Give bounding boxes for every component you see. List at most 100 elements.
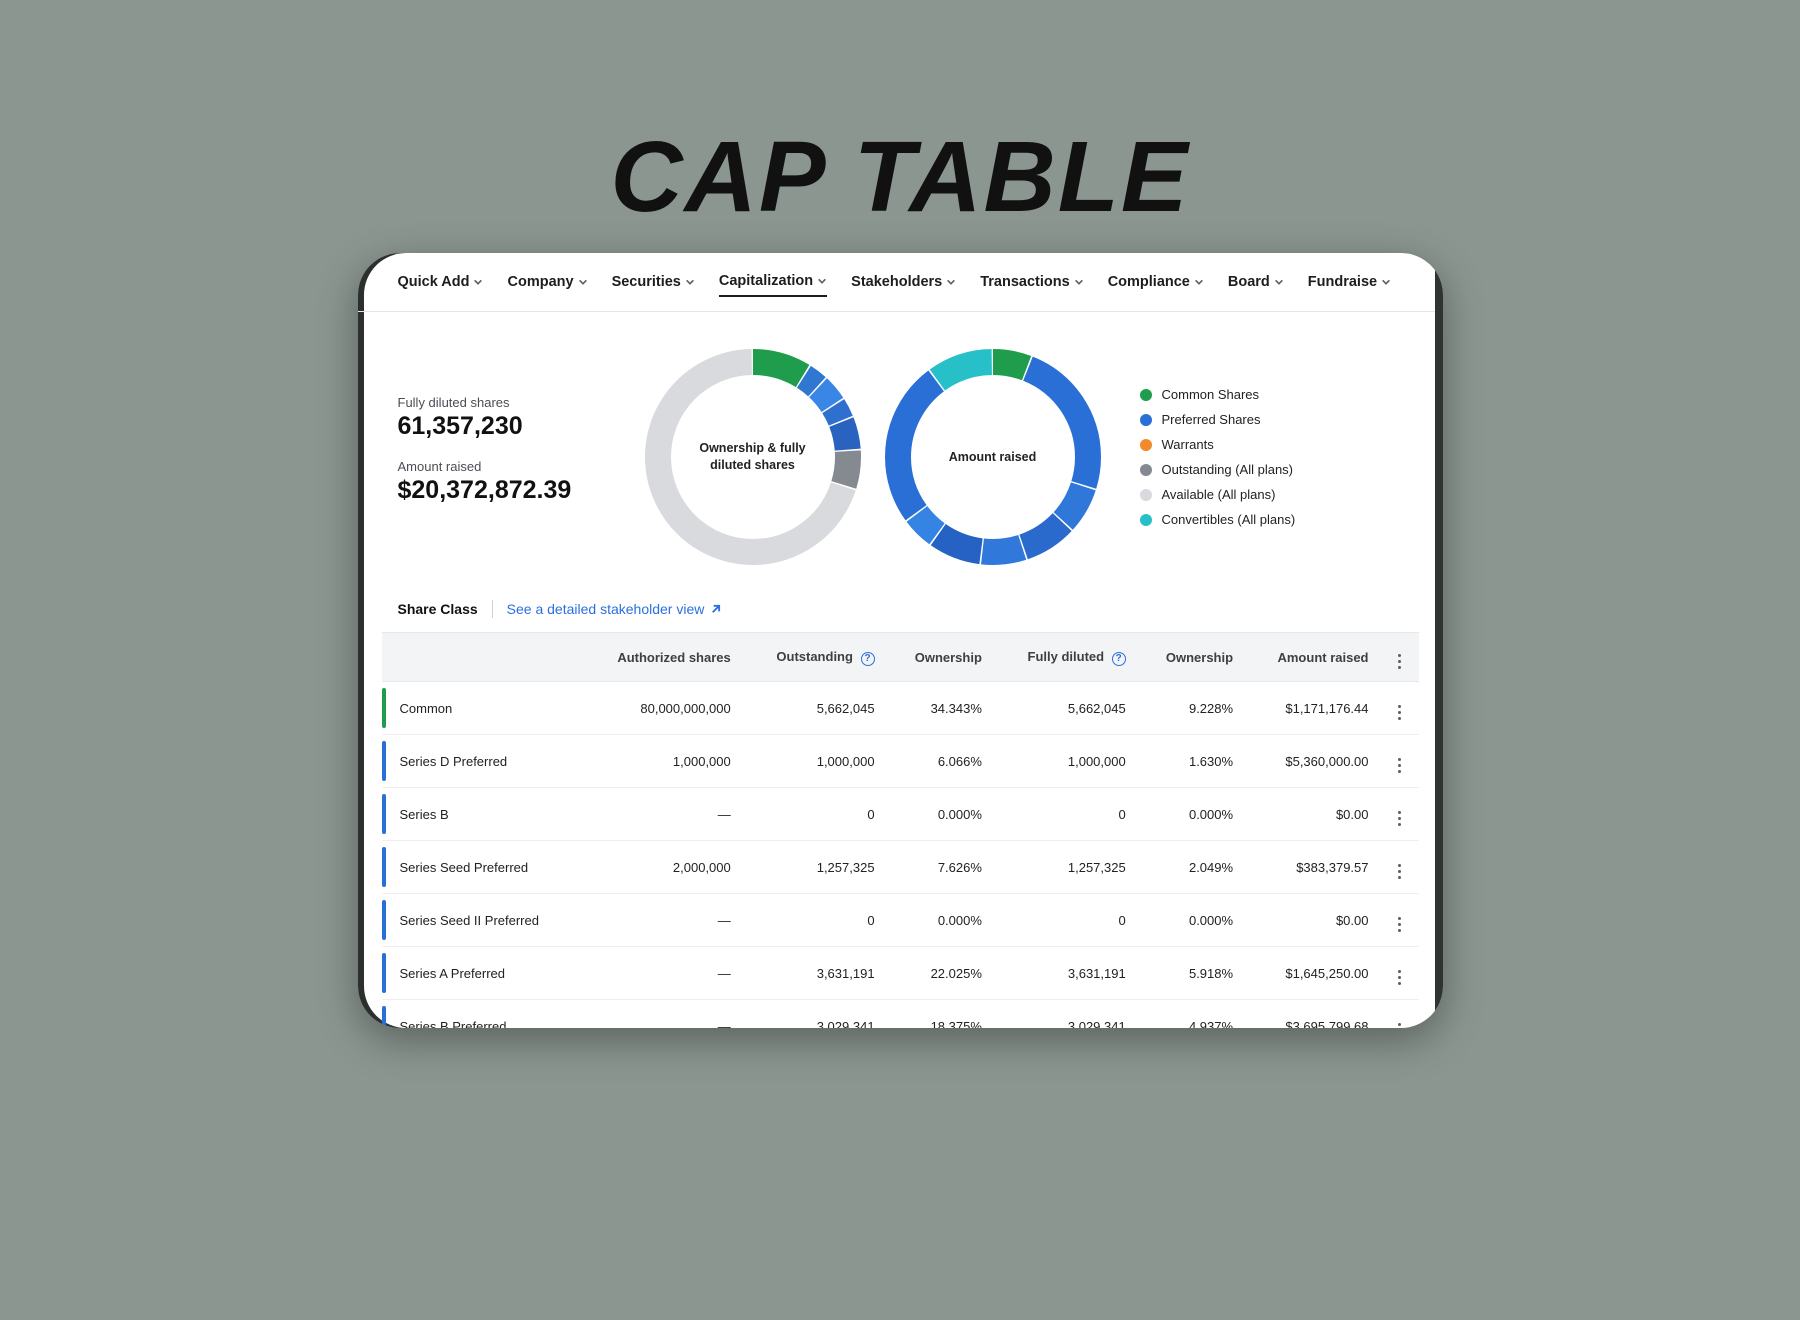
row-color-bar: [382, 741, 386, 781]
col-header: Amount raised: [1245, 633, 1380, 682]
table-row: Series Seed Preferred2,000,0001,257,3257…: [382, 841, 1419, 894]
legend-item: Warrants: [1140, 437, 1296, 452]
legend-swatch: [1140, 514, 1152, 526]
table-cell: [1381, 682, 1419, 735]
detailed-stakeholder-link-text: See a detailed stakeholder view: [507, 601, 705, 617]
table-cell: $383,379.57: [1245, 841, 1380, 894]
ownership-donut-label: Ownership & fully diluted shares: [638, 342, 868, 572]
nav-label: Stakeholders: [851, 274, 942, 290]
nav-item-company[interactable]: Company: [507, 273, 587, 297]
nav-label: Fundraise: [1308, 274, 1377, 290]
table-cell: $0.00: [1245, 894, 1380, 947]
table-cell: —: [581, 788, 743, 841]
legend-item: Common Shares: [1140, 387, 1296, 402]
table-cell: 1,000,000: [994, 735, 1138, 788]
table-cell: Common: [382, 682, 581, 735]
legend-swatch: [1140, 464, 1152, 476]
app-window: Quick Add Company Securities Capitalization…: [358, 253, 1443, 1028]
kebab-icon[interactable]: [1393, 864, 1407, 880]
table-cell: Series A Preferred: [382, 947, 581, 1000]
kebab-icon[interactable]: [1393, 811, 1407, 827]
table-cell: [1381, 841, 1419, 894]
table-cell: 3,029,341: [994, 1000, 1138, 1029]
table-cell: —: [581, 1000, 743, 1029]
table-cell: 34.343%: [887, 682, 994, 735]
legend-label: Outstanding (All plans): [1162, 462, 1294, 477]
page-hero-title: CAP TABLE: [0, 120, 1800, 235]
table-cell: 18.375%: [887, 1000, 994, 1029]
table-cell: $0.00: [1245, 788, 1380, 841]
table-cell: —: [581, 894, 743, 947]
table-cell: $1,171,176.44: [1245, 682, 1380, 735]
summary-metrics: Fully diluted shares 61,357,230 Amount r…: [398, 391, 628, 523]
table-cell: [1381, 1000, 1419, 1029]
table-cell: 0.000%: [887, 788, 994, 841]
legend-label: Common Shares: [1162, 387, 1260, 402]
table-row: Common80,000,000,0005,662,04534.343%5,66…: [382, 682, 1419, 735]
table-cell: [1381, 947, 1419, 1000]
table-cell: $5,360,000.00: [1245, 735, 1380, 788]
shareclass-table: Authorized sharesOutstanding ?OwnershipF…: [382, 632, 1419, 1028]
chevron-down-icon: [1074, 277, 1084, 287]
table-cell: 1,257,325: [743, 841, 887, 894]
table-cell: 9.228%: [1138, 682, 1245, 735]
kebab-icon[interactable]: [1393, 705, 1407, 721]
row-color-bar: [382, 1006, 386, 1028]
nav-label: Quick Add: [398, 274, 470, 290]
table-cell: 1,000,000: [743, 735, 887, 788]
nav-item-securities[interactable]: Securities: [612, 273, 695, 297]
nav-item-capitalization[interactable]: Capitalization: [719, 273, 827, 297]
col-header: Ownership: [887, 633, 994, 682]
fds-label: Fully diluted shares: [398, 395, 628, 410]
table-cell: 5.918%: [1138, 947, 1245, 1000]
detailed-stakeholder-link[interactable]: See a detailed stakeholder view: [507, 601, 722, 617]
table-cell: $1,645,250.00: [1245, 947, 1380, 1000]
nav-item-transactions[interactable]: Transactions: [980, 273, 1083, 297]
ownership-donut: Ownership & fully diluted shares: [638, 342, 868, 572]
external-link-icon: [710, 604, 721, 615]
table-cell: 1.630%: [1138, 735, 1245, 788]
nav-item-compliance[interactable]: Compliance: [1108, 273, 1204, 297]
table-row: Series D Preferred1,000,0001,000,0006.06…: [382, 735, 1419, 788]
chevron-down-icon: [1381, 277, 1391, 287]
chevron-down-icon: [946, 277, 956, 287]
nav-item-board[interactable]: Board: [1228, 273, 1284, 297]
table-cell: 0.000%: [1138, 788, 1245, 841]
nav-item-quick-add[interactable]: Quick Add: [398, 273, 484, 297]
divider: [492, 600, 493, 618]
amount-raised-donut: Amount raised: [878, 342, 1108, 572]
row-color-bar: [382, 688, 386, 728]
chevron-down-icon: [1194, 277, 1204, 287]
table-cell: 5,662,045: [994, 682, 1138, 735]
nav-label: Company: [507, 274, 573, 290]
table-cell: 0.000%: [1138, 894, 1245, 947]
kebab-icon[interactable]: [1393, 970, 1407, 986]
table-cell: Series B: [382, 788, 581, 841]
kebab-icon[interactable]: [1393, 654, 1407, 670]
kebab-icon[interactable]: [1393, 917, 1407, 933]
help-icon[interactable]: ?: [861, 652, 875, 666]
chevron-down-icon: [473, 277, 483, 287]
shareclass-title: Share Class: [398, 601, 478, 617]
legend-swatch: [1140, 439, 1152, 451]
kebab-icon[interactable]: [1393, 758, 1407, 774]
nav-item-fundraise[interactable]: Fundraise: [1308, 273, 1391, 297]
nav-label: Board: [1228, 274, 1270, 290]
nav-item-stakeholders[interactable]: Stakeholders: [851, 273, 956, 297]
nav-label: Compliance: [1108, 274, 1190, 290]
table-row: Series B—00.000%00.000%$0.00: [382, 788, 1419, 841]
col-header: [1381, 633, 1419, 682]
legend-item: Outstanding (All plans): [1140, 462, 1296, 477]
raised-label: Amount raised: [398, 459, 628, 474]
chevron-down-icon: [1274, 277, 1284, 287]
chevron-down-icon: [578, 277, 588, 287]
help-icon[interactable]: ?: [1112, 652, 1126, 666]
table-row: Series Seed II Preferred—00.000%00.000%$…: [382, 894, 1419, 947]
nav-label: Securities: [612, 274, 681, 290]
legend-item: Available (All plans): [1140, 487, 1296, 502]
col-header: Outstanding ?: [743, 633, 887, 682]
table-cell: 6.066%: [887, 735, 994, 788]
kebab-icon[interactable]: [1393, 1023, 1407, 1029]
shareclass-header: Share Class See a detailed stakeholder v…: [358, 592, 1443, 632]
row-color-bar: [382, 953, 386, 993]
